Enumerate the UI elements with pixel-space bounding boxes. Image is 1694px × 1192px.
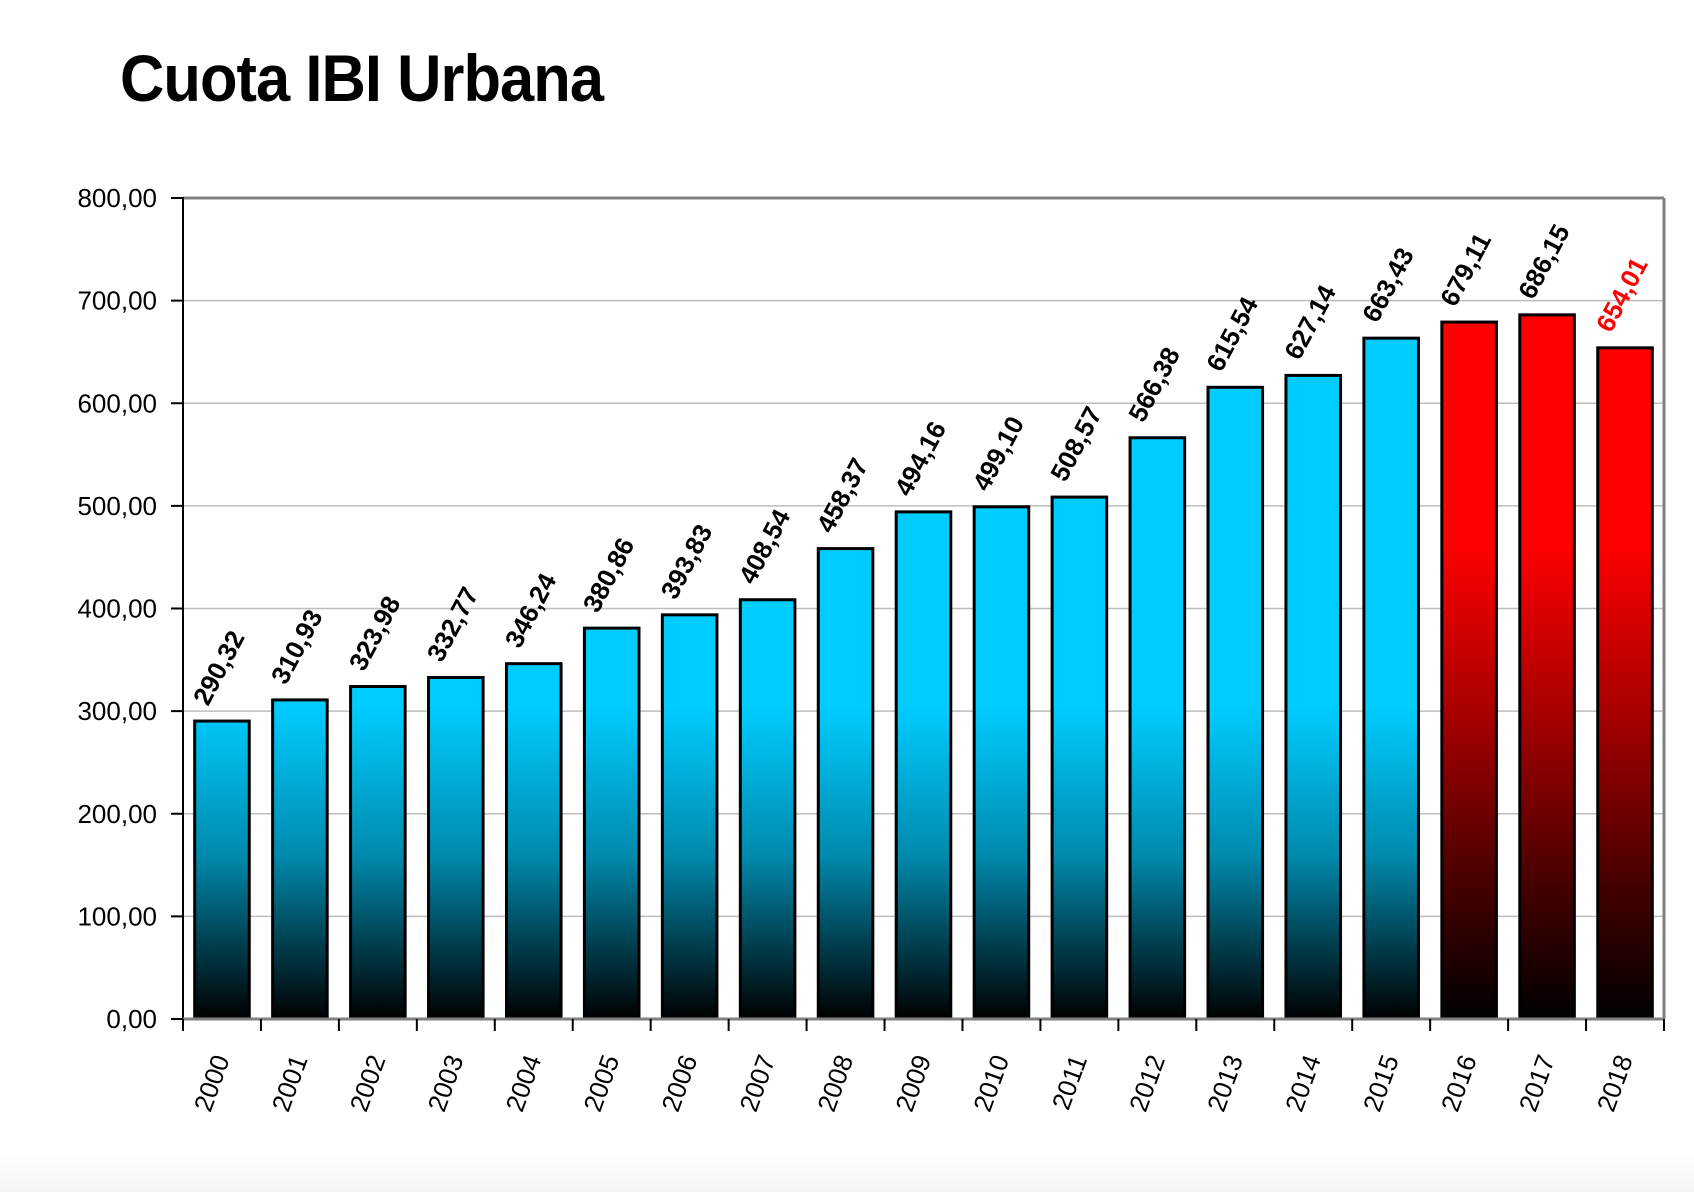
x-tick-label-2015: 2015 — [1357, 1051, 1405, 1116]
y-tick-label: 200,00 — [77, 799, 157, 829]
bar-2004 — [504, 662, 563, 1021]
bar-2003 — [427, 675, 485, 1021]
data-label-2002: 323,98 — [343, 591, 407, 675]
bar-2016 — [1440, 320, 1498, 1021]
bar-2001 — [271, 698, 329, 1021]
data-label-2007: 408,54 — [732, 504, 796, 589]
data-label-2016: 679,11 — [1434, 228, 1497, 311]
data-label-2010: 499,10 — [966, 411, 1030, 495]
data-label-2013: 615,54 — [1200, 291, 1264, 376]
x-tick-label-2017: 2017 — [1513, 1051, 1561, 1116]
bar-2012 — [1128, 436, 1187, 1021]
data-label-2017: 686,15 — [1512, 219, 1576, 303]
bar-2007 — [738, 598, 797, 1021]
y-tick-label: 500,00 — [77, 491, 157, 521]
data-label-2004: 346,24 — [499, 568, 563, 653]
bar-2017 — [1518, 313, 1576, 1021]
x-tick-label-2004: 2004 — [499, 1051, 547, 1116]
x-tick-label-2003: 2003 — [421, 1051, 469, 1116]
bar-2002 — [349, 685, 407, 1021]
data-label-2009: 494,16 — [888, 416, 952, 500]
x-tick-label-2008: 2008 — [811, 1051, 859, 1116]
data-label-2014: 627,14 — [1278, 279, 1342, 364]
bar-2008 — [816, 547, 875, 1021]
data-label-2018: 654,01 — [1590, 252, 1654, 336]
x-tick-label-2000: 2000 — [188, 1051, 236, 1116]
bar-2015 — [1362, 336, 1420, 1021]
bar-2006 — [660, 613, 719, 1021]
plot-frame — [183, 196, 1666, 1019]
bar-2018 — [1596, 346, 1654, 1021]
x-tick-label-2011: 2011 — [1046, 1051, 1093, 1114]
bars — [193, 313, 1654, 1021]
x-tick-label-2005: 2005 — [577, 1051, 625, 1116]
x-tick-label-2006: 2006 — [655, 1051, 703, 1116]
bar-2011 — [1050, 495, 1109, 1021]
x-tick-label-2016: 2016 — [1435, 1051, 1483, 1116]
data-label-2003: 332,77 — [421, 582, 485, 666]
y-tick-labels: 0,00 100,00 200,00 300,00 400,00 500,00 600,00… — [77, 183, 157, 1034]
x-tick-label-2002: 2002 — [344, 1051, 392, 1116]
data-label-2001: 310,93 — [265, 604, 329, 688]
bar-2000 — [193, 719, 251, 1021]
data-label-2000: 290,32 — [187, 626, 251, 710]
data-label-2012: 566,38 — [1122, 342, 1186, 426]
data-label-2005: 380,86 — [577, 533, 641, 617]
y-tick-label: 0,00 — [106, 1004, 157, 1034]
x-tick-label-2007: 2007 — [733, 1051, 781, 1116]
data-label-2011: 508,57 — [1044, 402, 1108, 486]
y-tick-label: 300,00 — [77, 696, 157, 726]
x-tick-label-2009: 2009 — [889, 1051, 937, 1116]
x-tick-label-2012: 2012 — [1123, 1051, 1171, 1116]
x-tick-label-2018: 2018 — [1591, 1051, 1639, 1116]
x-tick-label-2010: 2010 — [967, 1051, 1015, 1116]
x-tick-label-2001: 2001 — [266, 1051, 314, 1116]
y-tick-label: 600,00 — [77, 388, 157, 418]
bar-2014 — [1284, 373, 1343, 1021]
y-tick-label: 400,00 — [77, 594, 157, 624]
y-tick-label: 700,00 — [77, 286, 157, 316]
data-label-2006: 393,83 — [654, 519, 718, 603]
y-tick-label: 800,00 — [77, 183, 157, 213]
bar-2005 — [582, 626, 641, 1021]
y-tick-label: 100,00 — [77, 901, 157, 931]
bar-2009 — [894, 510, 953, 1021]
x-tick-labels: 2000 2001 2002 2003 2004 2005 2006 2007 2008 2009… — [188, 1051, 1639, 1116]
x-tick-label-2013: 2013 — [1201, 1051, 1249, 1116]
x-tick-label-2014: 2014 — [1279, 1051, 1327, 1116]
data-label-2015: 663,43 — [1356, 243, 1420, 327]
data-label-2008: 458,37 — [810, 453, 874, 537]
bar-2010 — [972, 505, 1031, 1021]
bar-2013 — [1206, 385, 1265, 1021]
axes — [171, 197, 1665, 1031]
chart-title: Cuota IBI Urbana — [120, 41, 604, 115]
